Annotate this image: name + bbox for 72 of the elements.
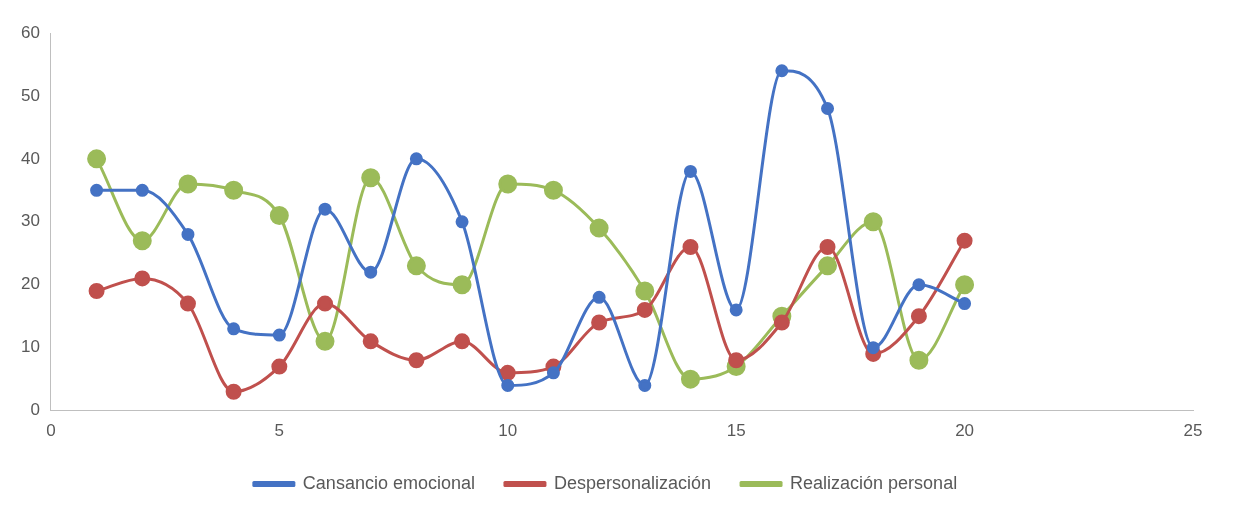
point [452, 275, 472, 295]
x-tick-label: 15 [726, 421, 746, 441]
point [90, 183, 104, 197]
point [88, 283, 105, 300]
point [543, 180, 563, 200]
point [591, 314, 608, 331]
y-tick-label: 50 [20, 85, 40, 105]
point [682, 238, 699, 255]
point [315, 331, 335, 351]
x-tick-label: 5 [274, 421, 285, 441]
point [317, 295, 334, 312]
point [683, 164, 697, 178]
point [272, 328, 286, 342]
point [271, 358, 288, 375]
point [181, 227, 195, 241]
point [863, 212, 883, 232]
x-tick-label: 0 [46, 421, 56, 441]
point [269, 206, 289, 226]
point [132, 231, 152, 251]
y-tick-label: 10 [20, 337, 40, 357]
point [499, 364, 516, 381]
point [134, 270, 151, 287]
point [729, 303, 743, 317]
point [635, 281, 655, 301]
point [866, 341, 880, 355]
point [773, 314, 790, 331]
point [406, 256, 426, 276]
legend-label: Despersonalización [553, 472, 712, 493]
point [362, 333, 379, 350]
y-tick-label: 40 [20, 148, 40, 168]
x-tick-label: 25 [1183, 421, 1203, 441]
point [546, 366, 560, 380]
x-tick-label: 10 [498, 421, 518, 441]
point [638, 378, 652, 392]
point [955, 275, 975, 295]
point [227, 322, 241, 336]
x-tick-label: 20 [955, 421, 975, 441]
point [910, 308, 927, 325]
point [958, 297, 972, 311]
point [680, 369, 700, 389]
y-tick-label: 30 [20, 211, 40, 231]
legend-label: Cansancio emocional [302, 472, 475, 493]
point [636, 301, 653, 318]
point [956, 232, 973, 249]
point [501, 378, 515, 392]
point [225, 383, 242, 400]
legend-label: Realización personal [790, 472, 958, 493]
point [224, 180, 244, 200]
point [589, 218, 609, 238]
point [821, 102, 835, 116]
point [728, 352, 745, 369]
y-tick-label: 20 [20, 274, 40, 294]
point [592, 290, 606, 304]
point [179, 295, 196, 312]
point [498, 174, 518, 194]
point [178, 174, 198, 194]
point [775, 64, 789, 78]
y-tick-label: 60 [20, 22, 40, 42]
point [819, 238, 836, 255]
point [455, 215, 469, 229]
point [454, 333, 471, 350]
point [361, 168, 381, 188]
point [87, 149, 107, 169]
point [909, 350, 929, 370]
y-tick-label: 0 [30, 400, 40, 420]
point [364, 265, 378, 279]
point [135, 183, 149, 197]
point [318, 202, 332, 216]
point [408, 352, 425, 369]
point [409, 152, 423, 166]
point [912, 278, 926, 292]
point [818, 256, 838, 276]
